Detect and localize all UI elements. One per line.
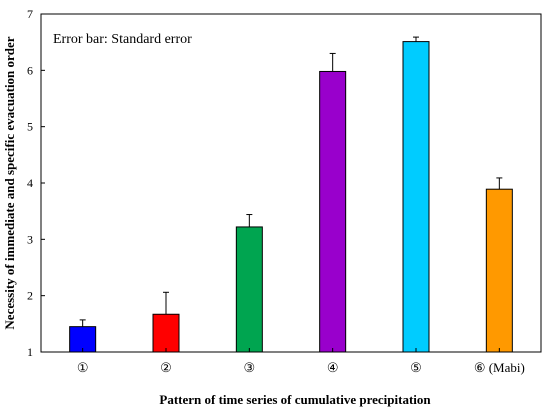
y-axis-title: Necessity of immediate and specific evac… — [2, 36, 17, 329]
x-tick-label: ⑤ — [410, 360, 422, 375]
x-tick-label: ③ — [244, 360, 256, 375]
error-bar-note: Error bar: Standard error — [53, 32, 192, 47]
x-tick-label: ④ — [327, 360, 339, 375]
y-tick-label: 5 — [27, 120, 33, 134]
y-tick-label: 6 — [27, 63, 33, 77]
x-tick-label: ① — [77, 360, 89, 375]
y-tick-label: 1 — [27, 345, 33, 359]
bar — [152, 313, 180, 353]
y-tick-label: 2 — [27, 289, 33, 303]
x-tick-label: ② — [160, 360, 172, 375]
y-tick-label: 7 — [27, 7, 33, 21]
y-tick-label: 3 — [27, 232, 33, 246]
y-tick-label: 4 — [27, 176, 33, 190]
plot-frame — [40, 13, 542, 353]
bar — [402, 41, 430, 353]
bar — [235, 226, 263, 353]
x-axis-title: Pattern of time series of cumulative pre… — [159, 392, 431, 407]
bar — [319, 70, 347, 353]
bar — [485, 188, 513, 353]
x-tick-label: ⑥ (Mabi) — [474, 360, 525, 375]
